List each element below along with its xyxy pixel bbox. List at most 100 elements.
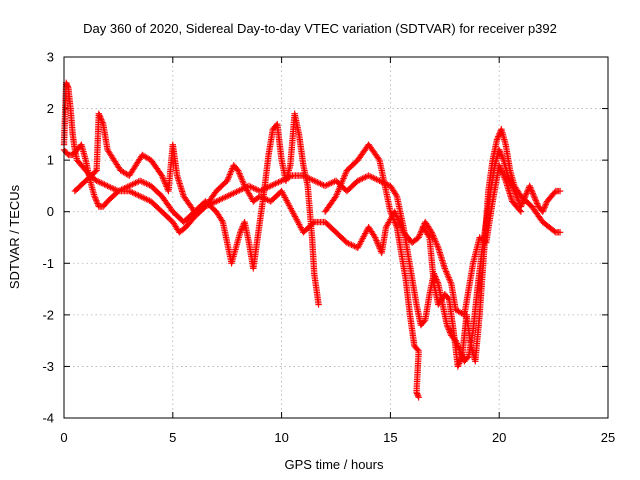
y-tick-label: -2 xyxy=(42,307,54,322)
data-point-marker xyxy=(92,195,99,203)
data-point-marker xyxy=(326,180,333,187)
data-point-marker xyxy=(253,186,260,193)
data-point-marker xyxy=(415,234,422,241)
data-point-marker xyxy=(130,180,138,187)
data-point-marker xyxy=(442,266,449,274)
data-point-marker xyxy=(314,179,321,186)
x-tick-label: 5 xyxy=(169,430,176,445)
data-point-marker xyxy=(456,358,463,366)
data-point-marker xyxy=(533,200,541,207)
data-point-marker xyxy=(141,179,149,187)
data-point-marker xyxy=(541,204,548,211)
x-tick-label: 0 xyxy=(60,430,67,445)
data-point-marker xyxy=(442,268,450,275)
data-point-marker xyxy=(234,167,242,174)
data-point-marker xyxy=(99,180,107,187)
data-point-marker xyxy=(96,113,104,120)
data-point-marker xyxy=(256,193,264,200)
data-point-marker xyxy=(360,174,368,182)
data-point-marker xyxy=(433,239,440,247)
data-point-marker xyxy=(226,171,234,178)
data-point-marker xyxy=(197,205,204,212)
data-point-marker xyxy=(251,185,259,193)
data-point-marker xyxy=(227,169,234,177)
data-point-marker xyxy=(445,326,453,333)
data-point-marker xyxy=(356,176,363,184)
data-point-marker xyxy=(99,119,106,126)
data-point-marker xyxy=(275,179,282,186)
data-point-marker xyxy=(194,207,201,214)
data-point-marker xyxy=(416,231,424,238)
data-point-marker xyxy=(431,236,439,244)
data-point-marker xyxy=(495,131,503,139)
data-point-marker xyxy=(98,116,105,123)
data-point-marker xyxy=(497,151,505,158)
data-point-marker xyxy=(248,184,256,191)
data-point-marker xyxy=(457,357,464,364)
plot-frame xyxy=(63,56,609,419)
data-point-marker xyxy=(91,193,98,200)
data-point-marker xyxy=(236,171,244,179)
data-point-marker xyxy=(498,152,505,159)
data-point-marker xyxy=(219,195,226,202)
data-point-marker xyxy=(432,238,439,245)
data-point-marker xyxy=(258,193,265,201)
data-point-marker xyxy=(454,363,462,370)
data-point-marker xyxy=(216,196,223,204)
data-point-marker xyxy=(373,176,380,183)
data-point-marker xyxy=(375,242,382,249)
data-point-marker xyxy=(97,114,104,122)
data-point-marker xyxy=(110,185,117,193)
data-point-marker xyxy=(267,182,274,190)
data-point-marker xyxy=(218,217,226,224)
data-point-marker xyxy=(233,188,240,196)
data-point-marker xyxy=(102,181,110,189)
data-point-marker xyxy=(93,197,100,204)
data-point-marker xyxy=(98,179,105,187)
data-point-marker xyxy=(497,149,504,156)
data-point-marker xyxy=(311,177,318,184)
data-point-marker xyxy=(500,172,507,180)
grid xyxy=(64,57,608,418)
data-point-marker xyxy=(556,187,564,195)
data-point-marker xyxy=(140,179,147,186)
data-point-marker xyxy=(250,184,257,192)
data-point-marker xyxy=(141,195,149,202)
data-point-marker xyxy=(94,200,101,207)
data-point-marker xyxy=(414,346,421,353)
data-point-marker xyxy=(228,190,236,198)
data-point-marker xyxy=(519,200,526,207)
data-point-marker xyxy=(129,181,136,188)
data-point-marker xyxy=(235,168,242,176)
data-point-marker xyxy=(517,208,525,215)
data-point-marker xyxy=(191,208,198,215)
data-point-marker xyxy=(199,204,206,212)
data-point-marker xyxy=(225,192,232,199)
data-point-marker xyxy=(265,183,273,190)
data-point-marker xyxy=(556,229,564,236)
data-point-marker xyxy=(429,230,436,238)
data-point-marker xyxy=(237,227,245,235)
data-point-marker xyxy=(108,184,116,192)
data-point-marker xyxy=(416,232,423,240)
data-point-marker xyxy=(528,187,535,194)
data-point-marker xyxy=(496,162,503,169)
data-point-marker xyxy=(494,134,501,142)
data-point-marker xyxy=(434,243,441,250)
data-point-marker xyxy=(532,197,540,204)
data-point-marker xyxy=(354,177,361,184)
x-tick-label: 15 xyxy=(383,430,397,445)
data-point-marker xyxy=(523,190,530,197)
data-point-marker xyxy=(116,187,124,194)
data-point-marker xyxy=(237,186,245,193)
data-point-marker xyxy=(359,175,366,182)
data-point-marker xyxy=(96,179,103,186)
data-point-marker xyxy=(269,181,276,189)
data-point-marker xyxy=(160,175,167,182)
data-point-marker xyxy=(372,235,380,243)
data-point-marker xyxy=(317,180,324,187)
data-point-marker xyxy=(101,181,108,188)
data-point-marker xyxy=(501,174,508,181)
data-point-marker xyxy=(276,178,284,185)
